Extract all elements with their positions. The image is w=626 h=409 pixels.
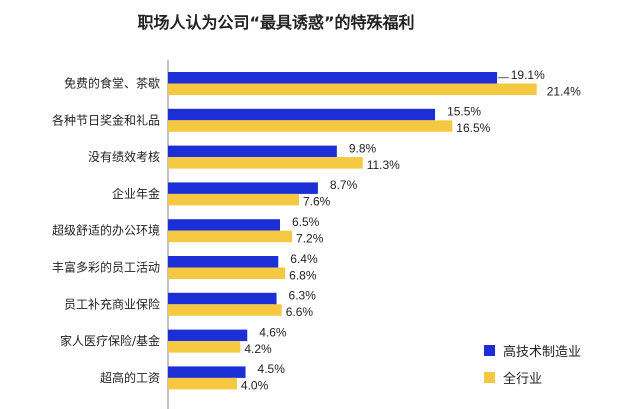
bar-high-tech bbox=[168, 182, 318, 194]
legend-swatch-all bbox=[484, 372, 495, 383]
bar-all bbox=[168, 193, 299, 206]
value-label-all: 7.2% bbox=[296, 231, 324, 245]
bar-all bbox=[168, 230, 293, 243]
category-label: 超级舒适的办公环境 bbox=[52, 223, 160, 238]
value-label-all: 16.5% bbox=[456, 121, 490, 135]
bar-high-tech bbox=[168, 108, 436, 121]
category-label: 家人医疗保险/基金 bbox=[60, 333, 160, 348]
category-label: 丰富多彩的员工活动 bbox=[52, 260, 160, 275]
value-label-high-tech: 4.5% bbox=[258, 362, 286, 376]
value-label-high-tech: 4.6% bbox=[259, 325, 287, 339]
bar-high-tech bbox=[168, 366, 246, 378]
value-label-high-tech: 6.4% bbox=[290, 252, 318, 266]
value-label-high-tech: 19.1% bbox=[511, 68, 545, 82]
category-label: 各种节日奖金和礼品 bbox=[52, 112, 160, 127]
bar-all bbox=[168, 157, 363, 169]
value-label-all: 11.3% bbox=[367, 158, 400, 172]
bar-all bbox=[168, 304, 282, 316]
legend-label-high-tech: 高技术制造业 bbox=[503, 344, 581, 360]
bar-high-tech bbox=[168, 145, 337, 158]
category-label: 免费的食堂、茶歇 bbox=[64, 76, 160, 91]
category-label: 超高的工资 bbox=[100, 370, 160, 385]
category-label: 没有绩效考核 bbox=[88, 149, 160, 164]
value-label-all: 7.6% bbox=[303, 195, 331, 209]
category-label: 企业年金 bbox=[112, 186, 160, 201]
bar-high-tech bbox=[168, 219, 280, 231]
bars-group bbox=[168, 72, 537, 390]
chart-title: 职场人认为公司“最具诱惑”的特殊福利 bbox=[137, 13, 414, 32]
value-label-all: 4.2% bbox=[244, 342, 272, 356]
bar-all bbox=[168, 341, 241, 353]
bar-all bbox=[168, 83, 537, 95]
value-label-all: 6.8% bbox=[289, 268, 317, 282]
bar-high-tech bbox=[168, 292, 277, 305]
legend-swatch-high-tech bbox=[484, 345, 495, 356]
bar-high-tech bbox=[168, 72, 498, 84]
bar-all bbox=[168, 120, 453, 132]
value-label-high-tech: 8.7% bbox=[330, 178, 358, 192]
value-label-high-tech: 15.5% bbox=[447, 105, 481, 119]
value-label-high-tech: 6.5% bbox=[292, 215, 320, 229]
bar-all bbox=[168, 377, 237, 390]
legend: 高技术制造业 全行业 bbox=[484, 344, 581, 387]
value-label-all: 6.6% bbox=[286, 305, 314, 319]
value-label-all: 21.4% bbox=[547, 84, 581, 98]
legend-label-all: 全行业 bbox=[503, 371, 542, 387]
labels-group: 免费的食堂、茶歇 19.1%21.4% 各种节日奖金和礼品 15.5% 16.5% 没有绩… bbox=[52, 68, 581, 393]
value-label-all: 4.0% bbox=[241, 379, 269, 393]
bar-high-tech bbox=[168, 329, 248, 342]
category-label: 员工补充商业保险 bbox=[64, 296, 160, 311]
value-label-high-tech: 9.8% bbox=[349, 141, 377, 155]
value-label-high-tech: 6.3% bbox=[289, 289, 317, 303]
bar-high-tech bbox=[168, 256, 279, 268]
bar-all bbox=[168, 267, 286, 279]
